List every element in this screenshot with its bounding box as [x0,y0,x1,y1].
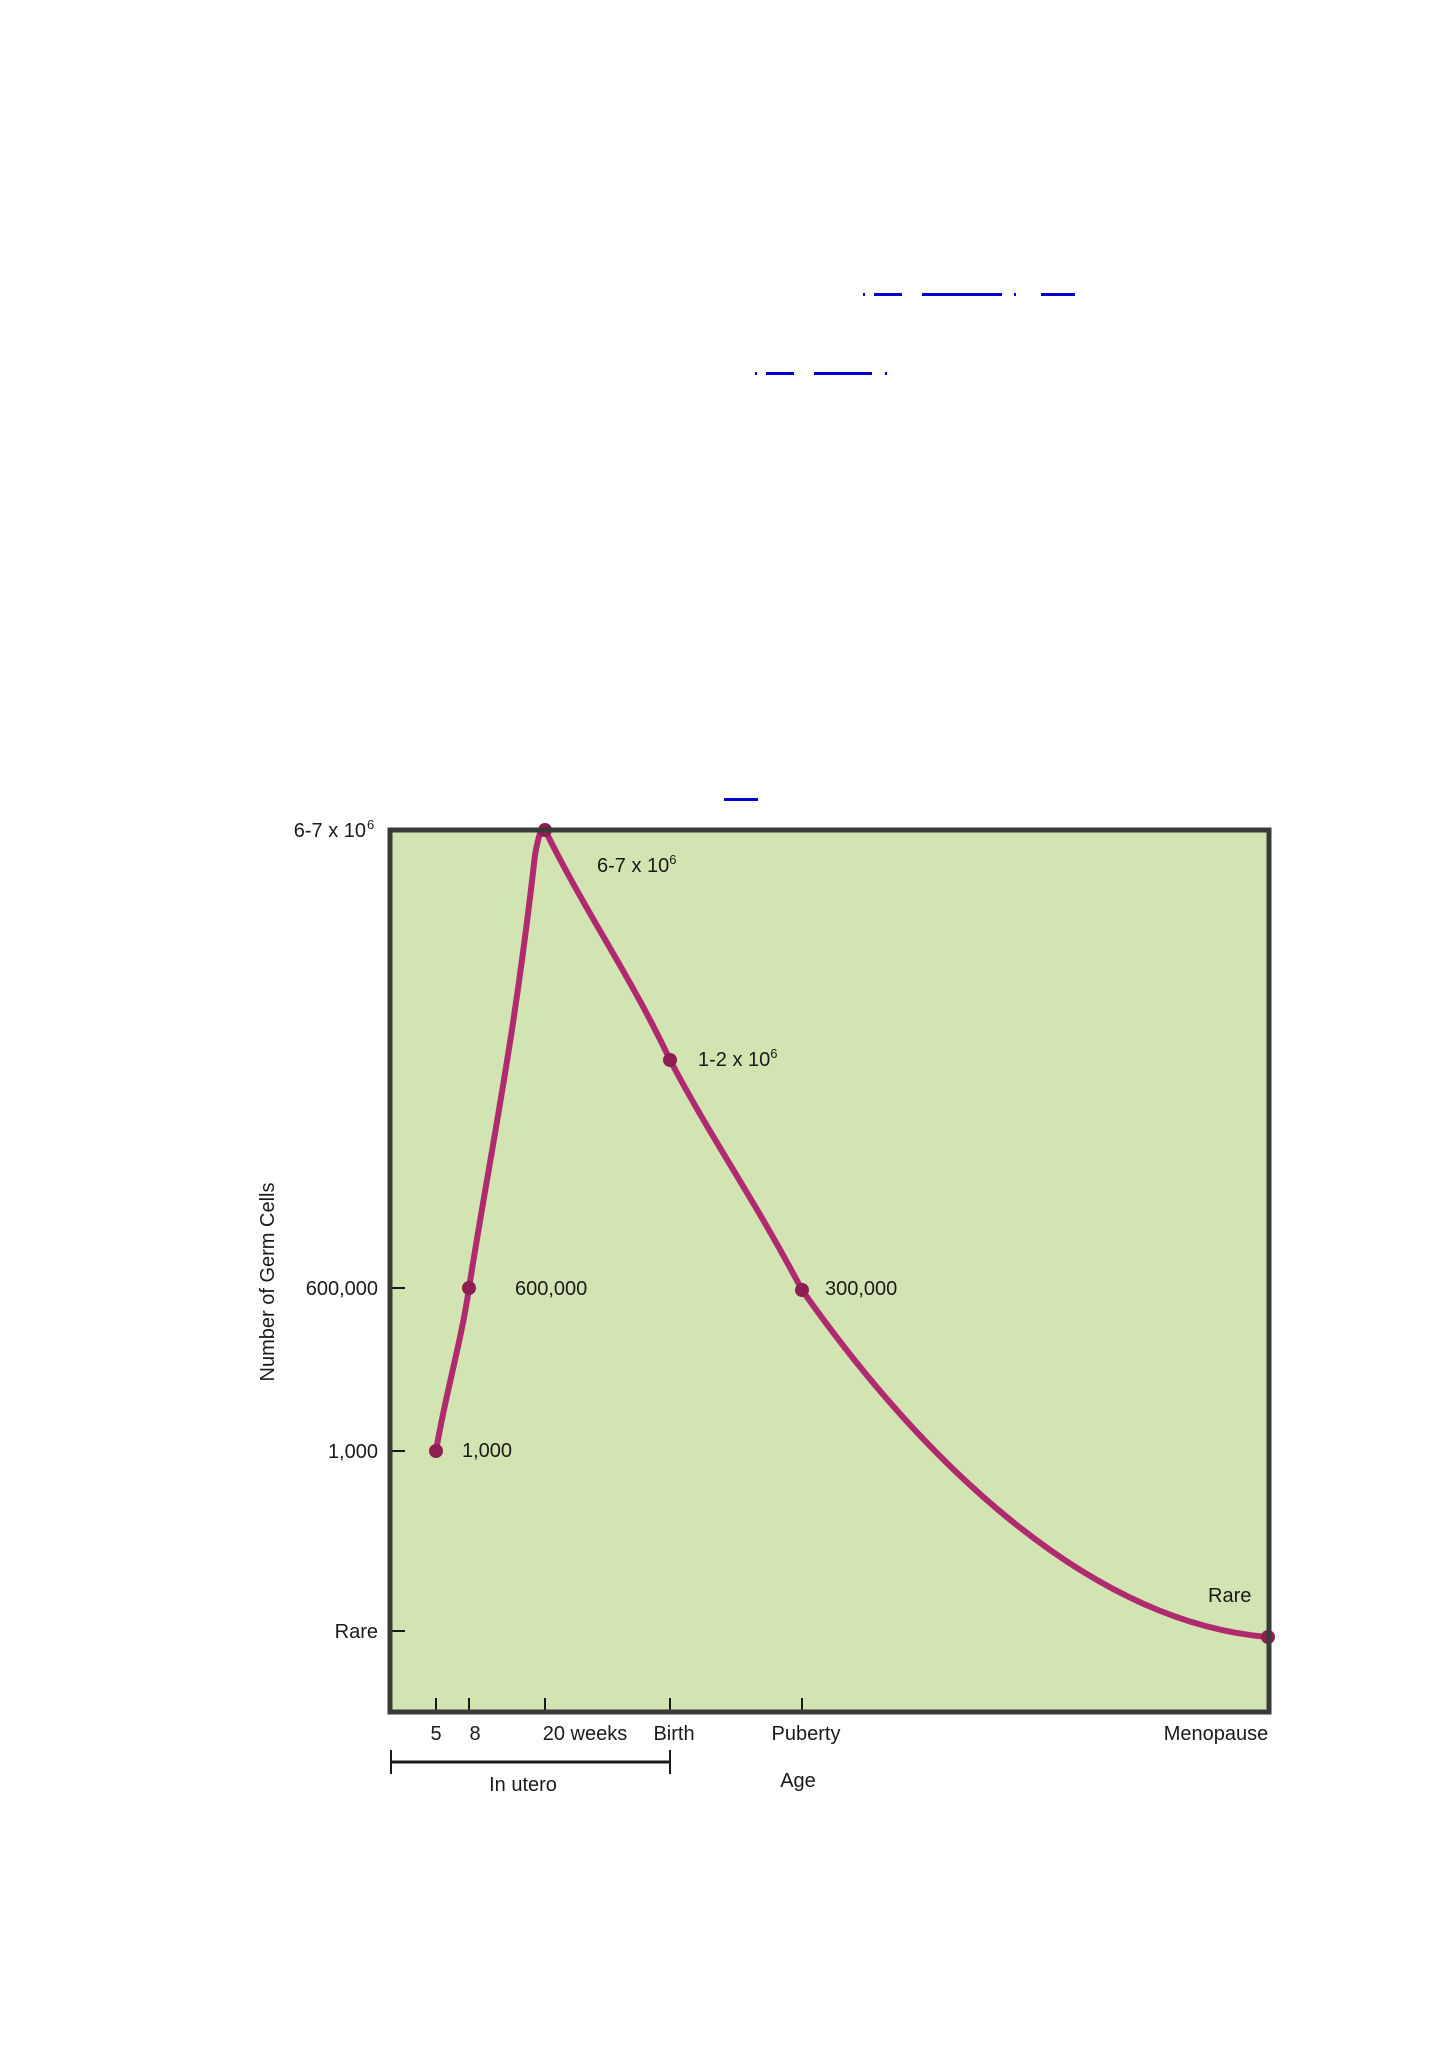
link-fragment[interactable] [1041,293,1075,296]
link-fragment[interactable] [814,372,872,375]
data-label: Rare [1208,1585,1251,1607]
link-fragment-dot [755,372,757,375]
data-labels: 1,000 600,000 6-7 x 106 1-2 x 106 300,000 Rar… [462,852,1251,1607]
y-tick-label-exponent: 6 [367,817,374,832]
link-fragment-dot [885,372,887,375]
data-label-exponent: 6 [770,1046,777,1061]
link-fragment[interactable] [922,293,1002,296]
data-label: 1,000 [462,1440,512,1462]
link-fragment[interactable] [874,293,902,296]
x-tick-label: 20 weeks [543,1723,628,1745]
link-fragment[interactable] [766,372,794,375]
link-fragment-dot [1014,293,1016,296]
x-axis-label: Age [780,1770,816,1792]
y-tick-label: 600,000 [306,1278,378,1300]
data-point [429,1444,443,1458]
x-axis: 5 8 20 weeks Birth Puberty Menopause [430,1698,1268,1745]
data-point [663,1053,677,1067]
data-label: 6-7 x 106 [597,852,677,877]
data-label: 300,000 [825,1278,897,1300]
y-tick-label: 1,000 [328,1441,378,1463]
link-fragment-dot [863,293,865,296]
y-axis: 6-7 x 10 6 600,000 1,000 Rare [294,817,405,1643]
germ-cell-curve [433,825,1269,1640]
data-label: 600,000 [515,1278,587,1300]
x-tick-label: Birth [653,1723,694,1745]
data-point [795,1283,809,1297]
data-point [462,1281,476,1295]
x-tick-label: Menopause [1164,1723,1269,1745]
data-label: 1-2 x 106 [698,1046,778,1071]
plot-frame [387,827,1272,1715]
x-tick-label: 5 [430,1723,441,1745]
in-utero-bracket: In utero [390,1750,671,1796]
plot-area [390,830,1269,1712]
y-axis-label: Number of Germ Cells [257,1183,279,1382]
y-tick-label: Rare [335,1621,378,1643]
bracket-label: In utero [489,1774,557,1796]
x-tick-label: 8 [469,1723,480,1745]
data-label-exponent: 6 [669,852,676,867]
y-tick-label: 6-7 x 10 [294,820,366,842]
x-tick-label: Puberty [772,1723,841,1745]
link-fragment[interactable] [724,798,758,801]
